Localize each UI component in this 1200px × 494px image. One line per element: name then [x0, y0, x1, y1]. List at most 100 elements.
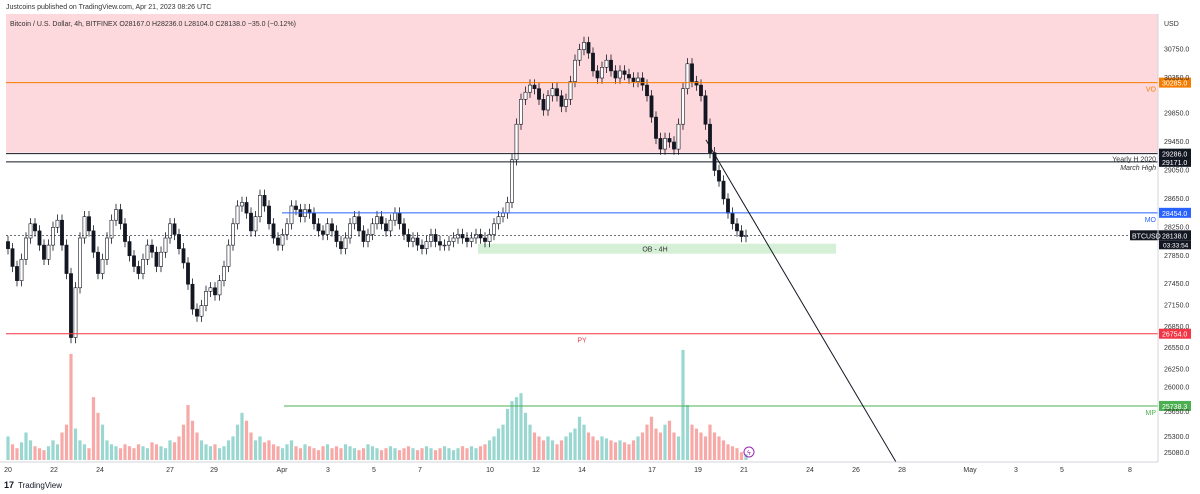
- candle: [19, 259, 24, 281]
- volume-bar: [163, 448, 168, 460]
- volume-bar: [316, 450, 321, 460]
- volume-bar: [375, 448, 379, 460]
- x-tick-label: 5: [372, 467, 376, 474]
- volume-bar: [487, 440, 492, 460]
- volume-bar: [496, 428, 501, 460]
- volume-bar: [154, 444, 159, 460]
- candle: [64, 244, 69, 274]
- volume-bar: [744, 454, 748, 460]
- candle: [352, 216, 357, 225]
- volume-bar: [204, 444, 208, 460]
- tradingview-brand: TradingView: [18, 481, 63, 490]
- candle: [645, 84, 649, 97]
- candle: [564, 99, 568, 107]
- volume-bar: [568, 432, 573, 460]
- volume-bar: [622, 442, 627, 460]
- candle: [172, 223, 177, 235]
- x-tick-label: 24: [96, 467, 104, 474]
- candle: [208, 287, 213, 292]
- volume-bar: [357, 450, 361, 460]
- x-tick-label: 3: [1014, 467, 1018, 474]
- candle: [213, 287, 217, 296]
- level-price-badge: [1159, 400, 1191, 411]
- volume-bar: [55, 444, 60, 460]
- volume-bar: [334, 446, 339, 460]
- volume-bar: [28, 440, 33, 460]
- volume-bar: [231, 436, 235, 460]
- volume-bar: [672, 432, 676, 460]
- candle: [222, 266, 226, 281]
- volume-bar: [676, 436, 681, 460]
- volume-bar: [640, 432, 645, 460]
- candle: [366, 234, 370, 242]
- x-tick-label: Apr: [277, 467, 289, 474]
- published-header: Justcoins published on TradingView.com, …: [6, 4, 212, 11]
- candle: [240, 202, 244, 207]
- candle: [586, 42, 591, 54]
- volume-bar: [564, 436, 568, 460]
- level-price-label: 30285.0: [1162, 81, 1187, 88]
- candle: [100, 259, 105, 274]
- candle: [289, 205, 294, 225]
- candle: [541, 99, 546, 111]
- candle: [406, 234, 411, 242]
- x-tick-label: 21: [740, 467, 748, 474]
- candle: [447, 241, 451, 246]
- volume-bar: [573, 428, 577, 460]
- volume-bar: [114, 446, 118, 460]
- candle: [357, 216, 361, 232]
- volume-bar: [658, 432, 663, 460]
- y-tick-label: 26550.0: [1164, 345, 1189, 352]
- volume-bar: [150, 442, 154, 460]
- volume-bar: [181, 424, 186, 460]
- volume-bar: [123, 444, 127, 460]
- candle: [402, 223, 406, 235]
- x-tick-label: 24: [806, 467, 814, 474]
- candle: [735, 223, 739, 232]
- y-tick-label: 28650.0: [1164, 196, 1189, 203]
- candle: [217, 280, 222, 296]
- volume-bar: [388, 446, 393, 460]
- candle: [55, 219, 60, 228]
- volume-bar: [280, 448, 285, 460]
- candle: [190, 283, 195, 310]
- candle: [276, 237, 280, 246]
- candle: [154, 251, 159, 267]
- candle: [285, 223, 289, 235]
- candle: [181, 248, 186, 264]
- volume-bar: [541, 440, 546, 460]
- x-tick-label: 5: [1060, 467, 1064, 474]
- level-tag: PY: [577, 338, 587, 345]
- volume-bar: [145, 448, 150, 460]
- price-chart[interactable]: OB - 4H 30285.0 VO 29286.0 Yearly H 2020 291…: [0, 14, 1200, 474]
- candle: [514, 123, 519, 161]
- y-tick-label: 26850.0: [1164, 324, 1189, 331]
- level-tag: MP: [1146, 410, 1157, 417]
- volume-bar: [613, 442, 618, 460]
- volume-bar: [379, 450, 384, 460]
- volume-bar: [132, 448, 136, 460]
- candle: [343, 237, 348, 249]
- lightning-icon[interactable]: [743, 446, 755, 458]
- level-tag: MO: [1145, 217, 1157, 224]
- volume-bar: [249, 432, 253, 460]
- volume-bar: [631, 440, 636, 460]
- level-price-label: 28138.0: [1162, 233, 1187, 240]
- candle: [631, 77, 636, 82]
- y-tick-label: 29850.0: [1164, 111, 1189, 118]
- volume-bar: [190, 420, 195, 460]
- volume-bar: [100, 424, 105, 460]
- candle: [384, 223, 388, 232]
- volume-bar: [298, 448, 303, 460]
- volume-bar: [636, 436, 640, 460]
- volume-bar: [19, 442, 24, 460]
- volume-bar: [604, 438, 609, 460]
- candle: [334, 230, 339, 242]
- candle: [667, 138, 672, 143]
- volume-bar: [312, 448, 316, 460]
- candle: [609, 59, 613, 72]
- volume-bar: [289, 440, 294, 460]
- volume-bar: [226, 440, 231, 460]
- volume-bar: [208, 446, 213, 460]
